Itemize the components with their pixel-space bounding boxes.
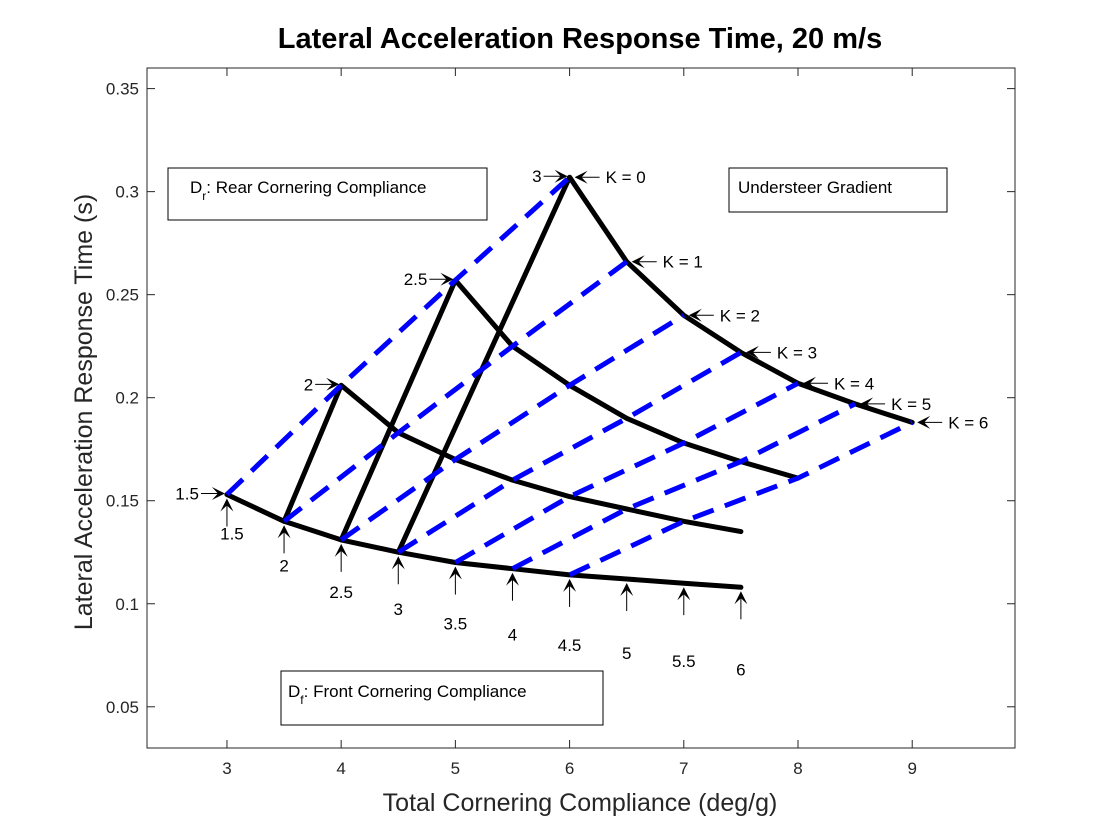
chart-title: Lateral Acceleration Response Time, 20 m… <box>278 23 882 55</box>
understeer-line <box>282 259 629 524</box>
front-compliance-label: 4 <box>508 626 517 645</box>
k-arrow-head <box>574 170 588 184</box>
k-arrow-head <box>860 397 874 411</box>
k-arrow-head <box>745 345 759 359</box>
k-label: K = 2 <box>720 306 760 325</box>
front-arrow-head <box>277 525 291 539</box>
front-compliance-curve <box>281 382 744 535</box>
y-tick-label: 0.05 <box>106 698 139 717</box>
x-tick-label: 3 <box>222 759 231 778</box>
understeer-line <box>454 381 800 565</box>
front-arrow-head <box>391 556 405 570</box>
k-label: K = 1 <box>663 253 703 272</box>
front-compliance-label: 6 <box>736 660 745 679</box>
front-compliance-label: 5.5 <box>672 652 696 671</box>
y-tick-label: 0.2 <box>115 389 139 408</box>
understeer-line <box>511 401 857 571</box>
rear-compliance-label: 1.5 <box>175 485 199 504</box>
k-label: K = 4 <box>834 374 874 393</box>
k-label: K = 0 <box>606 168 646 187</box>
k-arrow-head <box>688 308 702 322</box>
rear-compliance-label: 2.5 <box>404 270 428 289</box>
front-compliance-label: 1.5 <box>220 525 244 544</box>
understeer-line <box>225 175 572 497</box>
front-compliance-curve <box>224 492 744 590</box>
understeer-line <box>568 420 914 578</box>
rear-arrow-head <box>554 169 568 183</box>
x-tick-label: 8 <box>793 759 802 778</box>
front-compliance-label: 2 <box>279 556 288 575</box>
front-compliance-label: 5 <box>622 644 631 663</box>
front-arrow-head <box>506 572 519 586</box>
front-arrow-head <box>448 566 462 580</box>
understeer-box <box>728 167 948 213</box>
front-arrow-head <box>677 587 691 601</box>
x-tick-label: 6 <box>565 759 574 778</box>
front-arrow-head <box>220 498 234 512</box>
understeer-line <box>339 313 686 542</box>
x-tick-label: 5 <box>451 759 460 778</box>
front-compliance-label: 3 <box>394 600 403 619</box>
rear-arrow-head <box>326 377 340 391</box>
k-arrow-head <box>803 376 816 390</box>
plot-area: 3 4 5 6 7 8 9 0.05 0.1 0.15 0.2 0.25 0.3 0.35 1.5 2 2.5 3… <box>106 67 1016 778</box>
front-arrow-head <box>334 543 348 557</box>
k-arrow-head <box>917 415 931 429</box>
front-compliance-curve <box>338 277 801 543</box>
rear-compliance-label: 2 <box>304 375 313 394</box>
x-tick-label: 7 <box>679 759 688 778</box>
front-compliance-curve <box>395 174 915 555</box>
front-compliance-label: 3.5 <box>444 615 468 634</box>
k-label: K = 3 <box>777 343 817 362</box>
k-label: K = 5 <box>891 395 931 414</box>
y-tick-label: 0.35 <box>106 80 139 99</box>
front-compliance-box <box>280 670 604 726</box>
k-label: K = 6 <box>948 413 988 432</box>
front-arrow-head <box>734 591 748 605</box>
rear-compliance-box <box>167 167 488 221</box>
x-tick-label: 9 <box>907 759 916 778</box>
front-compliance-label: 4.5 <box>558 636 582 655</box>
x-tick-label: 4 <box>336 759 345 778</box>
rear-arrow-head <box>440 272 454 286</box>
front-arrow-head <box>563 578 577 592</box>
y-axis-title: Lateral Acceleration Response Time (s) <box>70 194 98 630</box>
y-tick-label: 0.3 <box>115 183 139 202</box>
front-compliance-label: 2.5 <box>329 583 353 602</box>
k-arrow-head <box>631 255 645 269</box>
y-tick-label: 0.25 <box>106 286 139 305</box>
rear-compliance-label: 3 <box>532 167 541 186</box>
front-arrow-head <box>620 583 634 596</box>
y-tick-label: 0.1 <box>115 595 139 614</box>
y-tick-label: 0.15 <box>106 492 139 511</box>
understeer-box-text: Understeer Gradient <box>738 178 892 197</box>
rear-arrow-head <box>211 487 225 500</box>
x-axis-title: Total Cornering Compliance (deg/g) <box>383 789 778 817</box>
